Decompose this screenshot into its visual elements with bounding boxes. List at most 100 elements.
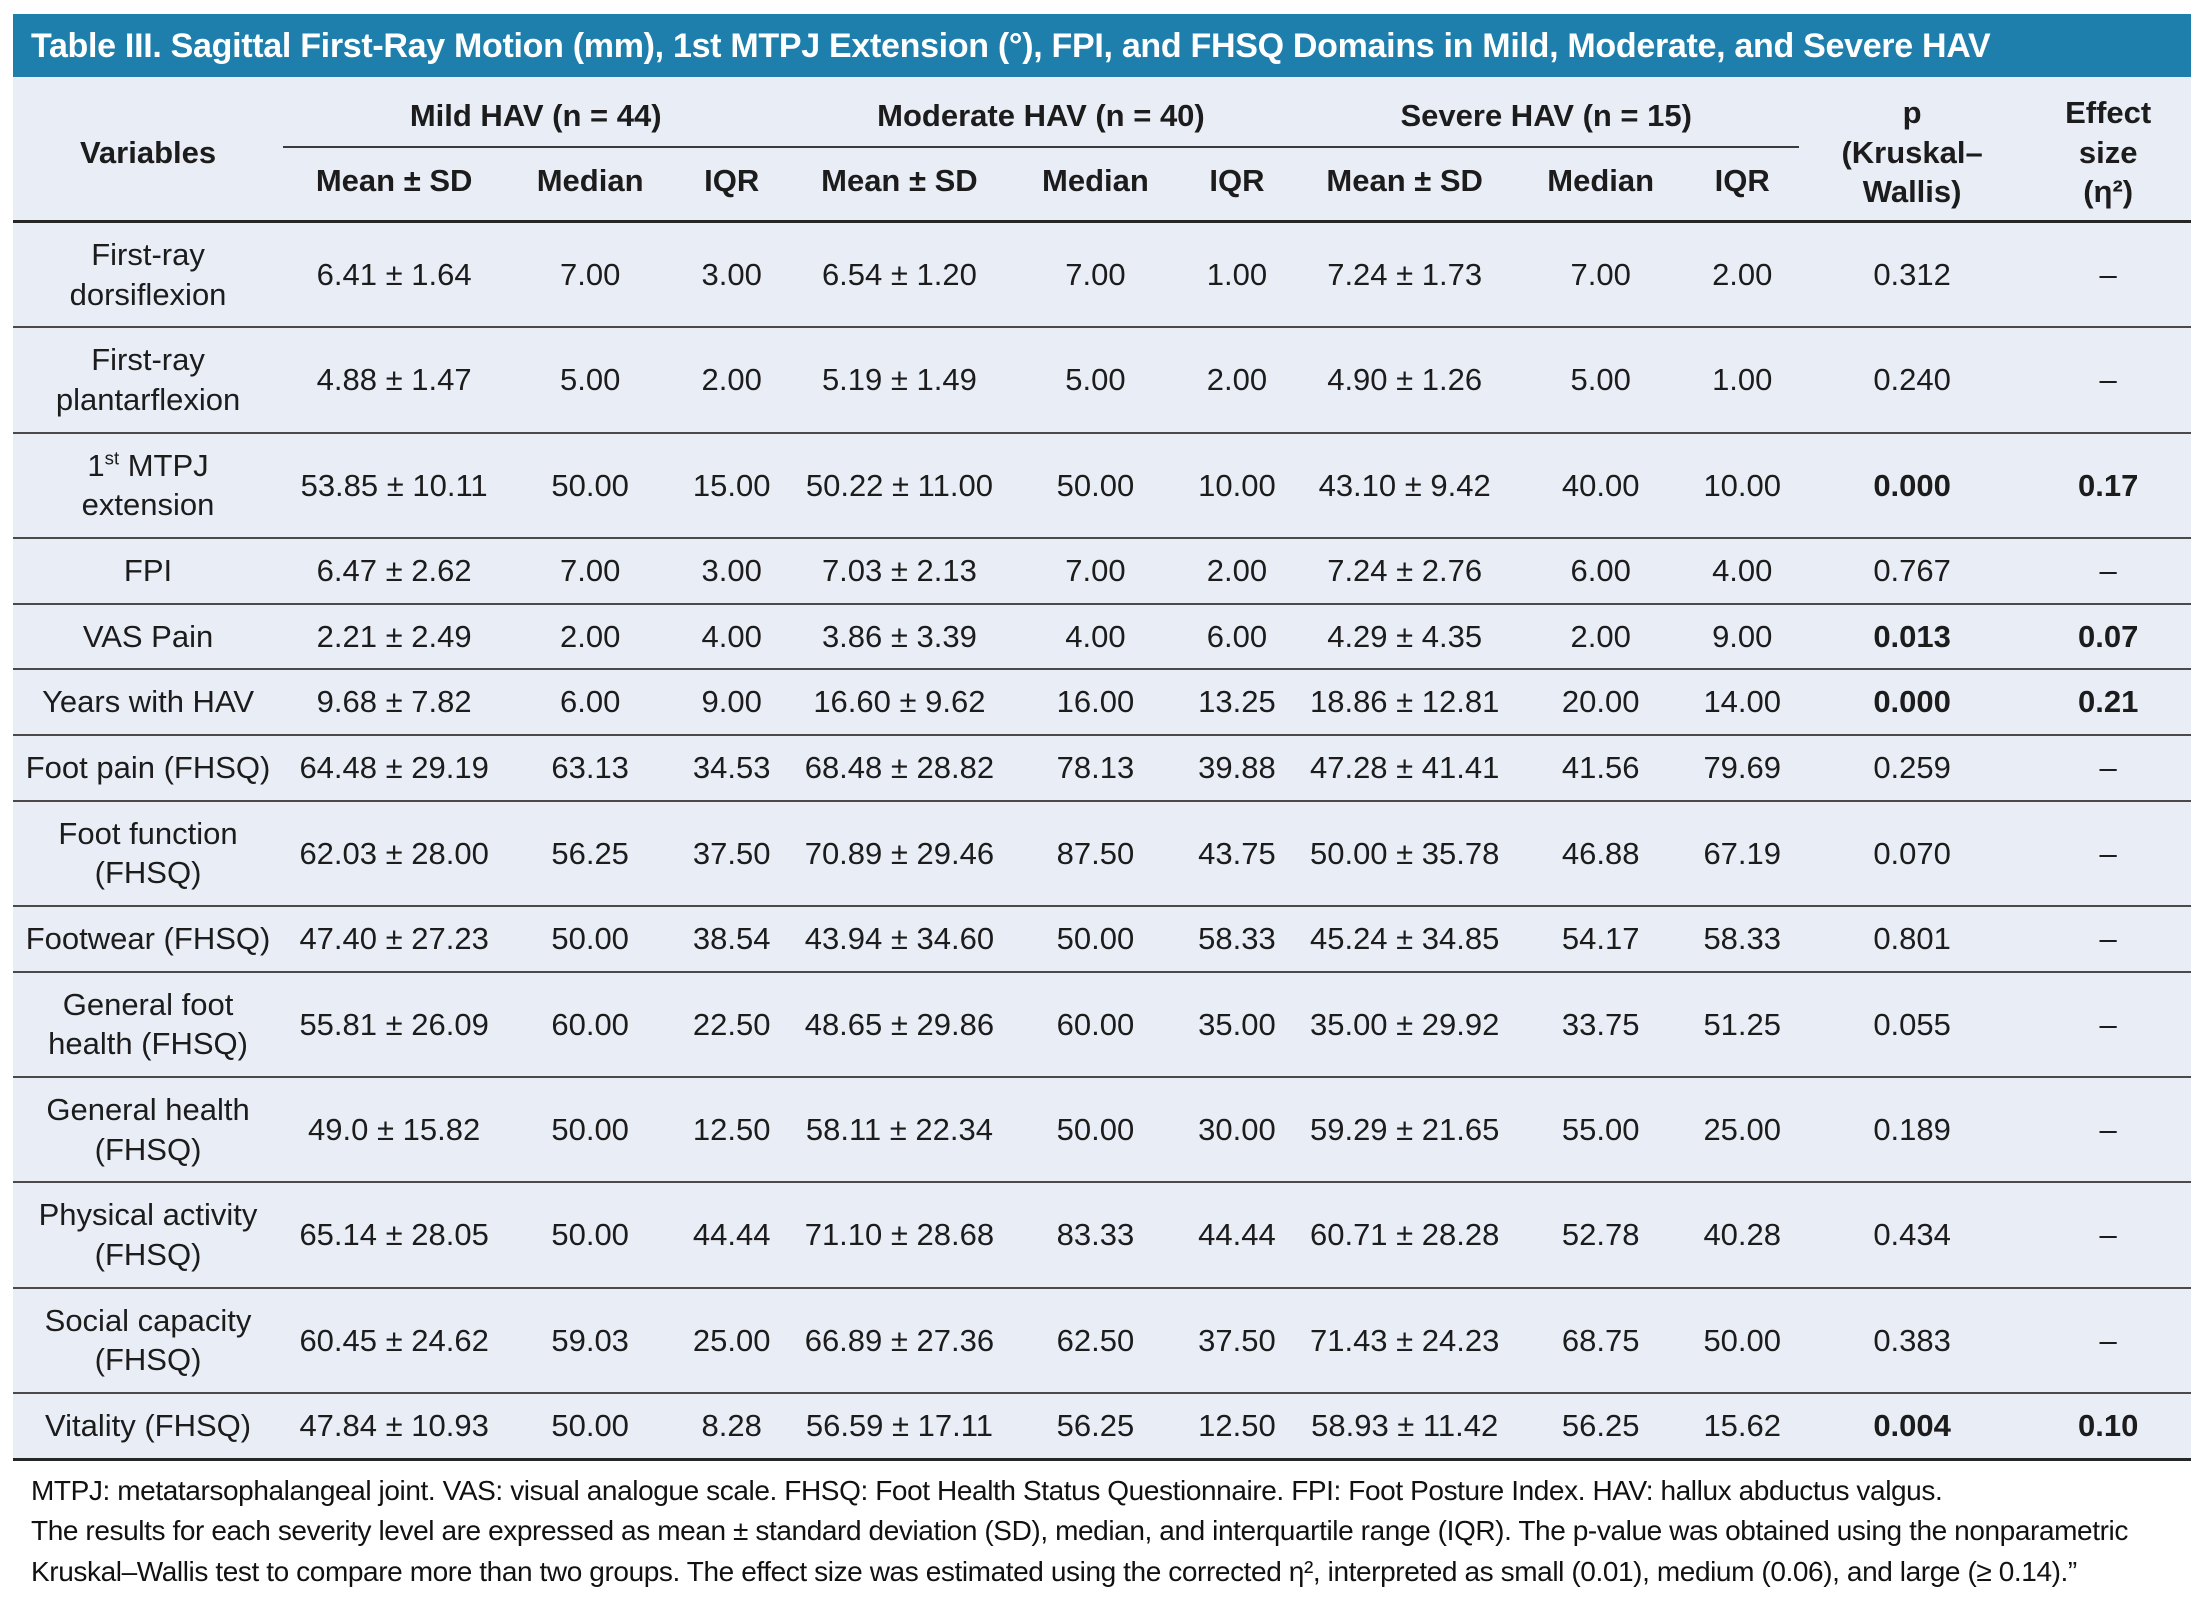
cell-median-mild: 50.00 <box>505 905 676 972</box>
row-variable-label: Physical activity (FHSQ) <box>13 1181 284 1288</box>
mean-sd-header-group3: Mean ± SD <box>1326 163 1483 199</box>
cell-median-severe: 52.78 <box>1515 1181 1686 1288</box>
cell-p-value: 0.767 <box>1798 537 2026 604</box>
group-header-mild: Mild HAV (n = 44) <box>283 77 789 149</box>
table-row: Footwear (FHSQ) 47.40 ± 27.23 50.00 38.54 43… <box>13 905 2191 972</box>
row-variable-label: 1st MTPJ extension <box>13 431 284 539</box>
cell-median-moderate: 16.00 <box>1010 668 1181 736</box>
cell-iqr-moderate: 35.00 <box>1180 970 1294 1078</box>
row-variable-label: Foot function (FHSQ) <box>13 799 284 907</box>
cell-iqr-severe: 1.00 <box>1685 326 1799 433</box>
cell-mean-sd-mild: 62.03 ± 28.00 <box>283 799 506 907</box>
cell-p-value: 0.055 <box>1798 970 2026 1078</box>
cell-mean-sd-moderate: 6.54 ± 1.20 <box>788 220 1011 328</box>
sub-header-row: Mean ± SD Median IQR Mean ± SD Median IQR Mean… <box>13 147 2191 221</box>
cell-p-value: 0.013 <box>1798 602 2026 670</box>
cell-median-moderate: 60.00 <box>1010 970 1181 1078</box>
effect-header-line3: (η²) <box>2083 174 2134 210</box>
cell-p-value: 0.240 <box>1798 326 2026 433</box>
cell-effect-size: – <box>2025 799 2191 907</box>
footnote-abbreviations: MTPJ: metatarsophalangeal joint. VAS: vi… <box>31 1474 1943 1506</box>
cell-mean-sd-moderate: 58.11 ± 22.34 <box>788 1076 1011 1183</box>
cell-p-value: 0.434 <box>1798 1181 2026 1288</box>
cell-effect-size: – <box>2025 905 2191 972</box>
cell-median-severe: 41.56 <box>1515 734 1686 801</box>
cell-median-severe: 40.00 <box>1515 431 1686 539</box>
cell-iqr-mild: 25.00 <box>675 1286 789 1394</box>
mean-sd-header-group1: Mean ± SD <box>315 163 473 199</box>
group-header-row: Variables Mild HAV (n = 44) Moderate HAV… <box>13 77 2191 209</box>
table-body: First-ray dorsiflexion 6.41 ± 1.64 7.00 3.0… <box>13 220 2191 1461</box>
table-row: 1st MTPJ extension 53.85 ± 10.11 50.00 15.0… <box>13 431 2191 539</box>
table-row: Physical activity (FHSQ) 65.14 ± 28.05 50.… <box>13 1181 2191 1288</box>
cell-p-value: 0.189 <box>1798 1076 2026 1183</box>
table-row: Years with HAV 9.68 ± 7.82 6.00 9.00 16.60 ±… <box>13 668 2191 736</box>
cell-median-moderate: 56.25 <box>1010 1392 1181 1461</box>
cell-iqr-severe: 51.25 <box>1685 970 1799 1078</box>
cell-mean-sd-severe: 59.29 ± 21.65 <box>1293 1076 1516 1183</box>
hav-severity-table: Variables Mild HAV (n = 44) Moderate HAV… <box>13 77 2191 1461</box>
median-header-group3: Median <box>1547 163 1655 199</box>
cell-iqr-mild: 37.50 <box>675 799 789 907</box>
cell-mean-sd-severe: 43.10 ± 9.42 <box>1293 431 1516 539</box>
cell-iqr-severe: 2.00 <box>1685 220 1799 328</box>
cell-iqr-severe: 14.00 <box>1685 668 1799 736</box>
cell-p-value: 0.801 <box>1798 905 2026 972</box>
cell-iqr-mild: 9.00 <box>675 668 789 736</box>
cell-iqr-mild: 22.50 <box>675 970 789 1078</box>
table-row: General foot health (FHSQ) 55.81 ± 26.09 6… <box>13 970 2191 1078</box>
median-header-group2: Median <box>1042 163 1149 199</box>
row-variable-label: Social capacity (FHSQ) <box>13 1286 284 1394</box>
cell-median-moderate: 4.00 <box>1010 602 1181 670</box>
cell-median-severe: 33.75 <box>1515 970 1686 1078</box>
cell-median-mild: 7.00 <box>505 537 676 604</box>
cell-iqr-moderate: 58.33 <box>1180 905 1294 972</box>
cell-mean-sd-severe: 45.24 ± 34.85 <box>1293 905 1516 972</box>
cell-p-value: 0.004 <box>1798 1392 2026 1461</box>
cell-iqr-severe: 40.28 <box>1685 1181 1799 1288</box>
cell-mean-sd-mild: 4.88 ± 1.47 <box>283 326 506 433</box>
effect-header-line2: size <box>2078 134 2138 170</box>
row-variable-label: Foot pain (FHSQ) <box>13 734 284 801</box>
cell-median-mild: 50.00 <box>505 1392 676 1461</box>
cell-p-value: 0.070 <box>1798 799 2026 907</box>
cell-median-severe: 20.00 <box>1515 668 1686 736</box>
cell-median-mild: 5.00 <box>505 326 676 433</box>
p-value-column-header: p (Kruskal– Wallis) <box>1799 77 2026 222</box>
cell-mean-sd-moderate: 66.89 ± 27.36 <box>788 1286 1011 1394</box>
cell-mean-sd-severe: 35.00 ± 29.92 <box>1293 970 1516 1078</box>
p-header-line2: (Kruskal– <box>1841 134 1983 170</box>
cell-mean-sd-mild: 49.0 ± 15.82 <box>283 1076 506 1183</box>
table-title: Table III. Sagittal First-Ray Motion (mm… <box>31 27 1991 65</box>
cell-iqr-severe: 50.00 <box>1685 1286 1799 1394</box>
cell-iqr-mild: 2.00 <box>675 326 789 433</box>
cell-iqr-severe: 79.69 <box>1685 734 1799 801</box>
cell-mean-sd-mild: 53.85 ± 10.11 <box>283 431 506 539</box>
cell-iqr-severe: 9.00 <box>1685 602 1799 670</box>
cell-iqr-mild: 44.44 <box>675 1181 789 1288</box>
cell-median-moderate: 50.00 <box>1010 905 1181 972</box>
table-row: Foot function (FHSQ) 62.03 ± 28.00 56.25 37… <box>13 799 2191 907</box>
p-header-line3: Wallis) <box>1862 174 1962 210</box>
cell-median-severe: 68.75 <box>1515 1286 1686 1394</box>
cell-iqr-mild: 3.00 <box>675 537 789 604</box>
cell-mean-sd-mild: 6.47 ± 2.62 <box>283 537 506 604</box>
mean-sd-header-group2: Mean ± SD <box>821 163 978 199</box>
variables-column-header: Variables <box>79 134 217 170</box>
cell-median-moderate: 78.13 <box>1010 734 1181 801</box>
cell-median-mild: 50.00 <box>505 1181 676 1288</box>
cell-mean-sd-moderate: 68.48 ± 28.82 <box>788 734 1011 801</box>
cell-iqr-moderate: 13.25 <box>1180 668 1294 736</box>
cell-median-mild: 2.00 <box>505 602 676 670</box>
cell-mean-sd-severe: 7.24 ± 1.73 <box>1293 220 1516 328</box>
footnote-methods-2: Kruskal–Wallis test to compare more than… <box>31 1555 2077 1587</box>
cell-effect-size: 0.10 <box>2025 1392 2191 1461</box>
cell-median-mild: 56.25 <box>505 799 676 907</box>
row-variable-label: General foot health (FHSQ) <box>13 970 284 1078</box>
table-row: First-ray dorsiflexion 6.41 ± 1.64 7.00 3.0… <box>13 220 2191 328</box>
iqr-header-group3: IQR <box>1714 163 1770 199</box>
cell-iqr-moderate: 10.00 <box>1180 431 1294 539</box>
cell-iqr-moderate: 6.00 <box>1180 602 1294 670</box>
cell-iqr-mild: 34.53 <box>675 734 789 801</box>
